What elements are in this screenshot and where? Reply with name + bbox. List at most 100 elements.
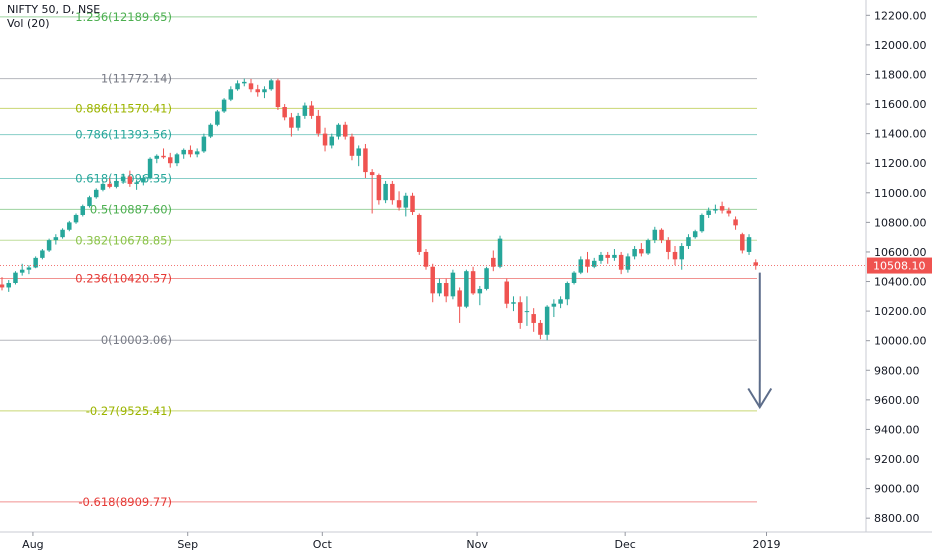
candle xyxy=(33,256,38,268)
candle-body xyxy=(706,211,711,215)
fib-level-label: 0.382(10678.85) xyxy=(75,233,172,247)
candle-body xyxy=(161,156,166,157)
candle-body xyxy=(498,239,503,267)
candle xyxy=(471,267,476,295)
candle-body xyxy=(491,258,496,267)
candle-body xyxy=(74,215,79,222)
candle-body xyxy=(404,196,409,208)
candle xyxy=(605,252,610,264)
candle-body xyxy=(168,157,173,163)
candle xyxy=(161,148,166,158)
candle-body xyxy=(208,125,213,137)
candle-body xyxy=(511,302,515,303)
candle xyxy=(148,157,153,179)
fib-level-label: 1(11772.14) xyxy=(101,72,172,86)
price-tick-label: 9200.00 xyxy=(874,453,920,466)
candle-body xyxy=(451,273,456,297)
candle xyxy=(309,101,314,119)
candle-body xyxy=(101,184,106,190)
candle-body xyxy=(659,230,664,240)
candle xyxy=(498,236,503,269)
candle xyxy=(444,279,449,303)
candle-body xyxy=(686,237,691,246)
candle xyxy=(181,148,186,158)
candle xyxy=(249,79,254,92)
candle-body xyxy=(276,80,281,107)
candle-body xyxy=(599,255,604,261)
candle xyxy=(229,86,234,101)
candle xyxy=(390,181,395,205)
candle xyxy=(67,221,72,231)
candle-body xyxy=(377,175,382,200)
candle-body xyxy=(720,206,725,210)
candle xyxy=(222,98,227,113)
candle-body xyxy=(269,80,274,89)
candle xyxy=(383,181,388,203)
candle-body xyxy=(632,249,637,256)
price-tick-label: 11000.00 xyxy=(874,187,927,200)
candle-body xyxy=(430,267,435,294)
candle xyxy=(303,103,308,119)
candle-body xyxy=(87,197,92,206)
candle-body xyxy=(356,148,361,155)
candle-body xyxy=(229,89,234,99)
price-tick-label: 11400.00 xyxy=(874,128,927,141)
price-tick-label: 10800.00 xyxy=(874,216,927,229)
candle-body xyxy=(141,178,146,182)
candle-body xyxy=(289,117,294,127)
candle-body xyxy=(215,111,220,124)
candle xyxy=(296,113,301,131)
candle xyxy=(733,216,738,229)
candle-body xyxy=(175,154,180,163)
candle-body xyxy=(323,134,328,146)
candle xyxy=(424,249,429,270)
candle xyxy=(505,279,510,309)
candle-body xyxy=(303,106,308,116)
candle-body xyxy=(471,271,476,293)
candle-body xyxy=(27,267,32,269)
candle-body xyxy=(148,159,153,178)
candle xyxy=(666,237,671,259)
candle xyxy=(404,193,409,217)
candle-body xyxy=(343,125,348,137)
price-tick-label: 12000.00 xyxy=(874,39,927,52)
candle xyxy=(215,110,220,126)
candle-body xyxy=(673,252,678,259)
candle-body xyxy=(370,172,375,175)
candle-body xyxy=(740,234,745,250)
candle xyxy=(155,154,160,163)
candle-body xyxy=(424,252,429,267)
candle-body xyxy=(107,184,112,187)
candle-body xyxy=(188,150,193,154)
candle-body xyxy=(545,307,550,335)
candle-body xyxy=(249,83,254,89)
price-tick-label: 10200.00 xyxy=(874,305,927,318)
candle-body xyxy=(309,106,314,116)
fib-level-label: 0(10003.06) xyxy=(101,333,172,347)
candle xyxy=(202,134,207,153)
candle-body xyxy=(114,181,119,187)
candle-body xyxy=(20,270,25,273)
candle xyxy=(410,193,415,215)
candle-body xyxy=(646,240,651,253)
symbol-title[interactable]: NIFTY 50, D, NSE xyxy=(7,3,100,17)
volume-indicator-label[interactable]: Vol (20) xyxy=(7,17,100,31)
candle-body xyxy=(410,196,415,212)
candle xyxy=(27,265,32,274)
candle xyxy=(330,134,335,149)
candle xyxy=(747,234,752,255)
candle xyxy=(54,234,59,244)
candle-body xyxy=(94,190,99,197)
fibonacci-retracement[interactable]: 1.236(12189.65)1(11772.14)0.886(11570.41… xyxy=(0,10,757,509)
candle xyxy=(74,213,79,223)
candle xyxy=(60,228,65,238)
fib-level-label: 0.5(10887.60) xyxy=(90,202,172,216)
candle-body xyxy=(255,89,259,92)
candle xyxy=(316,110,321,137)
candle-body xyxy=(700,215,705,231)
time-tick-label: Aug xyxy=(22,538,43,550)
candle xyxy=(6,280,10,292)
candle-body xyxy=(733,219,738,225)
